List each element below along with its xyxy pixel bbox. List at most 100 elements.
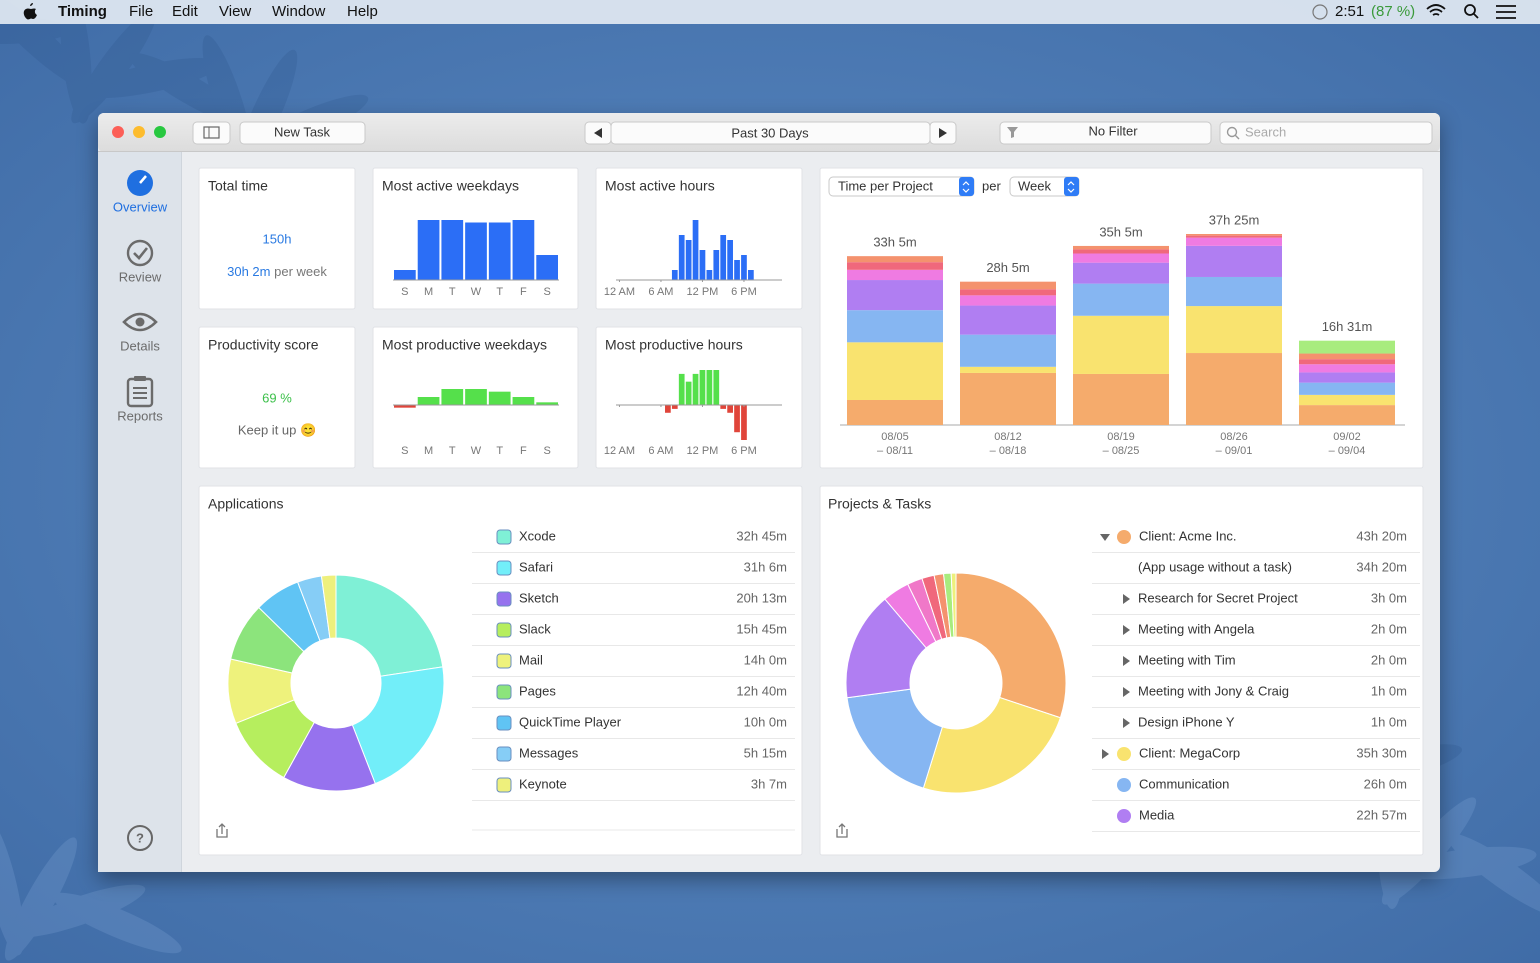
bar-segment [1299,340,1395,354]
x-tick-label: 09/02 [1333,431,1361,443]
disclosure-collapsed[interactable] [1123,656,1130,666]
sidebar-toggle[interactable] [192,121,231,145]
apple-menu[interactable] [23,3,37,20]
search-field[interactable] [1219,121,1433,145]
pie-slice [846,688,943,789]
share-button[interactable] [836,823,848,838]
wifi-icon[interactable] [1426,4,1446,16]
sidebar-item-label[interactable]: Review [119,269,162,284]
help-button[interactable] [127,825,153,851]
per-week: 30h 2m per week [227,264,327,279]
menu-item[interactable]: Edit [172,3,199,20]
task-duration: 2h 0m [1371,621,1407,636]
bar-segment [847,342,943,400]
x-tick-label: T [496,445,503,457]
close-button[interactable] [112,126,124,138]
app-duration: 5h 15m [744,745,787,760]
bar-segment [847,269,943,281]
leaf [0,818,24,956]
app-name: Keynote [519,776,567,791]
x-tick-label: F [520,445,527,457]
minimize-button[interactable] [133,126,145,138]
app-icon [496,560,512,576]
sidebar-item-label[interactable]: Details [120,338,160,353]
menu-item[interactable]: Window [272,3,326,20]
pie-slice [950,572,957,638]
leaf [71,8,157,124]
bar [678,373,685,405]
bar-segment [847,256,943,263]
bar-segment [1073,283,1169,316]
menu-item[interactable]: View [219,3,251,20]
menu-bar [0,0,1540,24]
bar [512,220,535,280]
task-name: Meeting with Jony & Craig [1138,683,1289,698]
bar-segment [847,399,943,425]
pie-slice [351,666,445,785]
x-tick-label: S [401,445,408,457]
review-icon-check [133,247,149,260]
spotlight-icon[interactable] [1464,4,1476,16]
app-duration: 10h 0m [744,714,787,729]
disclosure-collapsed[interactable] [1123,594,1130,604]
share-button[interactable] [216,823,228,838]
x-tick-label: 6 PM [731,286,757,298]
review-icon[interactable] [126,239,154,267]
bar-total-label: 16h 31m [1322,319,1373,334]
zoom-button[interactable] [154,126,166,138]
new-task-label: New Task [274,124,331,139]
task-duration: 1h 0m [1371,683,1407,698]
details-icon[interactable] [122,312,158,332]
menu-item[interactable]: File [129,3,153,20]
app-menu[interactable]: Timing [58,3,107,20]
pie-slice [922,696,1062,794]
range-label: Past 30 Days [731,125,809,140]
x-tick-label: M [424,445,433,457]
bar-segment [1299,359,1395,365]
disclosure-collapsed[interactable] [1123,625,1130,635]
bar [417,397,440,405]
bar [720,405,727,409]
app-icon [496,653,512,669]
new-task-button[interactable] [239,121,366,145]
sidebar-item-label[interactable]: Reports [117,408,163,423]
productive-hours-card [595,326,803,469]
task-duration: 2h 0m [1371,652,1407,667]
bar-segment [1299,405,1395,425]
task-duration: 3h 0m [1371,590,1407,605]
app-name: Slack [519,621,551,636]
bar-total-label: 33h 5m [873,235,916,250]
bar [706,270,713,280]
task-duration: 34h 20m [1356,559,1407,574]
x-tick-label: 6 AM [648,445,673,457]
sidebar-item-label[interactable]: Overview [113,199,168,214]
task-name: Meeting with Angela [1138,621,1255,636]
x-tick-label: S [401,286,408,298]
spotlight-icon-handle [1473,13,1479,19]
disclosure-collapsed[interactable] [1123,687,1130,697]
filter-button[interactable] [999,121,1212,145]
bar-segment [1186,306,1282,354]
app-duration: 20h 13m [736,590,787,605]
x-tick-label: – 08/18 [990,445,1027,457]
card-title: Projects & Tasks [828,496,931,512]
bar [706,370,713,405]
x-tick-label: T [496,286,503,298]
menu-item[interactable]: Help [347,3,378,20]
x-tick-label: T [449,445,456,457]
disclosure-collapsed[interactable] [1123,718,1130,728]
total-time-value: 150h [263,231,292,246]
project-color [1117,747,1131,761]
x-tick-label: W [471,445,482,457]
bar-total-label: 35h 5m [1099,224,1142,239]
disclosure-expanded[interactable] [1100,534,1110,541]
per-week-value: 30h 2m [227,264,270,279]
search-icon-handle [1234,134,1240,140]
disclosure-collapsed[interactable] [1102,749,1109,759]
task-name: Research for Secret Project [1138,590,1298,605]
card-title: Most active hours [605,178,715,194]
app-icon [496,529,512,545]
timing-status-icon[interactable] [1312,4,1328,20]
bar-segment [1073,262,1169,284]
